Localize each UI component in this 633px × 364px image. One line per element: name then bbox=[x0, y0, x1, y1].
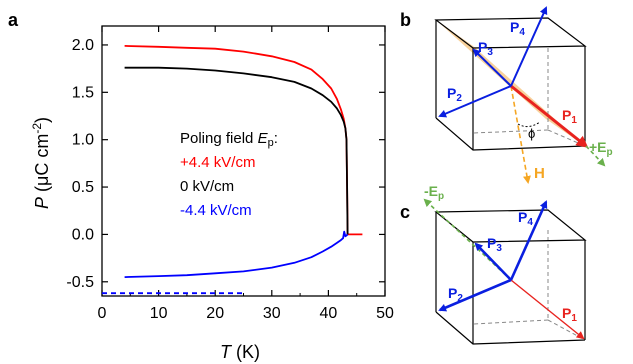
p1-vector bbox=[510, 279, 585, 340]
p1-label: P1 bbox=[562, 305, 577, 324]
p2-vector bbox=[438, 278, 512, 312]
p4-vector bbox=[509, 200, 548, 281]
series-line-2 bbox=[124, 66, 349, 235]
p2-label: P2 bbox=[447, 85, 462, 104]
h-label: H bbox=[534, 165, 545, 182]
legend-entry-minus: -4.4 kV/cm bbox=[180, 202, 252, 219]
axis-ticks: 0 10 20 30 40 50 -0.5 0.0 0.5 1.0 1.5 2.0 bbox=[66, 26, 394, 322]
x-tick-label: 0 bbox=[98, 305, 107, 322]
panel-c-label: c bbox=[400, 202, 410, 222]
p1-label: P1 bbox=[562, 107, 577, 126]
y-tick-label: 1.0 bbox=[72, 132, 94, 149]
hidden-edge bbox=[472, 319, 549, 325]
cube-b: H ϕ +Ep P1 P2 P3 P4 bbox=[434, 6, 613, 184]
y-tick-label: -0.5 bbox=[66, 274, 94, 291]
p2-label: P2 bbox=[448, 285, 463, 304]
cube-edge bbox=[435, 311, 586, 345]
p2-vector bbox=[438, 85, 512, 118]
y-tick-label: 2.0 bbox=[72, 37, 94, 54]
field-arrow-minus bbox=[423, 198, 512, 281]
panel-a-label: a bbox=[8, 10, 19, 30]
p4-label: P4 bbox=[510, 19, 525, 38]
x-tick-label: 50 bbox=[376, 305, 394, 322]
angle-arc bbox=[517, 121, 541, 128]
x-axis-title: T (K) bbox=[220, 342, 260, 362]
cube-c: -Ep P1 P2 P3 P4 bbox=[423, 183, 587, 345]
legend: Poling field Ep: +4.4 kV/cm 0 kV/cm -4.4… bbox=[180, 130, 278, 219]
p3-label: P3 bbox=[478, 39, 493, 58]
p1-vector bbox=[510, 84, 589, 148]
cube-top-face bbox=[434, 209, 587, 243]
data-curves bbox=[102, 45, 363, 295]
series-line-3 bbox=[124, 230, 349, 278]
p3-label: P3 bbox=[487, 235, 502, 254]
hidden-edge bbox=[547, 319, 586, 341]
field-arrow-plus bbox=[585, 145, 606, 167]
p3-vector bbox=[474, 242, 512, 281]
y-tick-label: 1.5 bbox=[72, 84, 94, 101]
angle-label: ϕ bbox=[528, 126, 535, 141]
legend-title: Poling field Ep: bbox=[180, 130, 278, 149]
field-label-minus: -Ep bbox=[424, 183, 444, 202]
chart-a: 0 10 20 30 40 50 -0.5 0.0 0.5 1.0 1.5 2.0 bbox=[66, 25, 394, 322]
y-axis-title: P (μC cm-2) bbox=[30, 117, 52, 209]
p4-vector bbox=[510, 6, 548, 87]
cube-edge bbox=[435, 117, 586, 151]
y-tick-label: 0.0 bbox=[72, 226, 94, 243]
p4-label: P4 bbox=[518, 209, 533, 228]
p3-vector bbox=[472, 48, 512, 87]
legend-entry-zero: 0 kV/cm bbox=[180, 178, 234, 195]
legend-entry-plus: +4.4 kV/cm bbox=[180, 154, 255, 171]
field-label-plus: +Ep bbox=[589, 139, 613, 158]
x-tick-label: 10 bbox=[150, 305, 168, 322]
x-tick-label: 30 bbox=[263, 305, 281, 322]
hidden-edge bbox=[472, 129, 549, 134]
y-tick-label: 0.5 bbox=[72, 179, 94, 196]
x-tick-label: 40 bbox=[320, 305, 338, 322]
x-tick-label: 20 bbox=[206, 305, 224, 322]
panel-b-label: b bbox=[400, 10, 411, 30]
h-field-arrow bbox=[510, 85, 531, 184]
